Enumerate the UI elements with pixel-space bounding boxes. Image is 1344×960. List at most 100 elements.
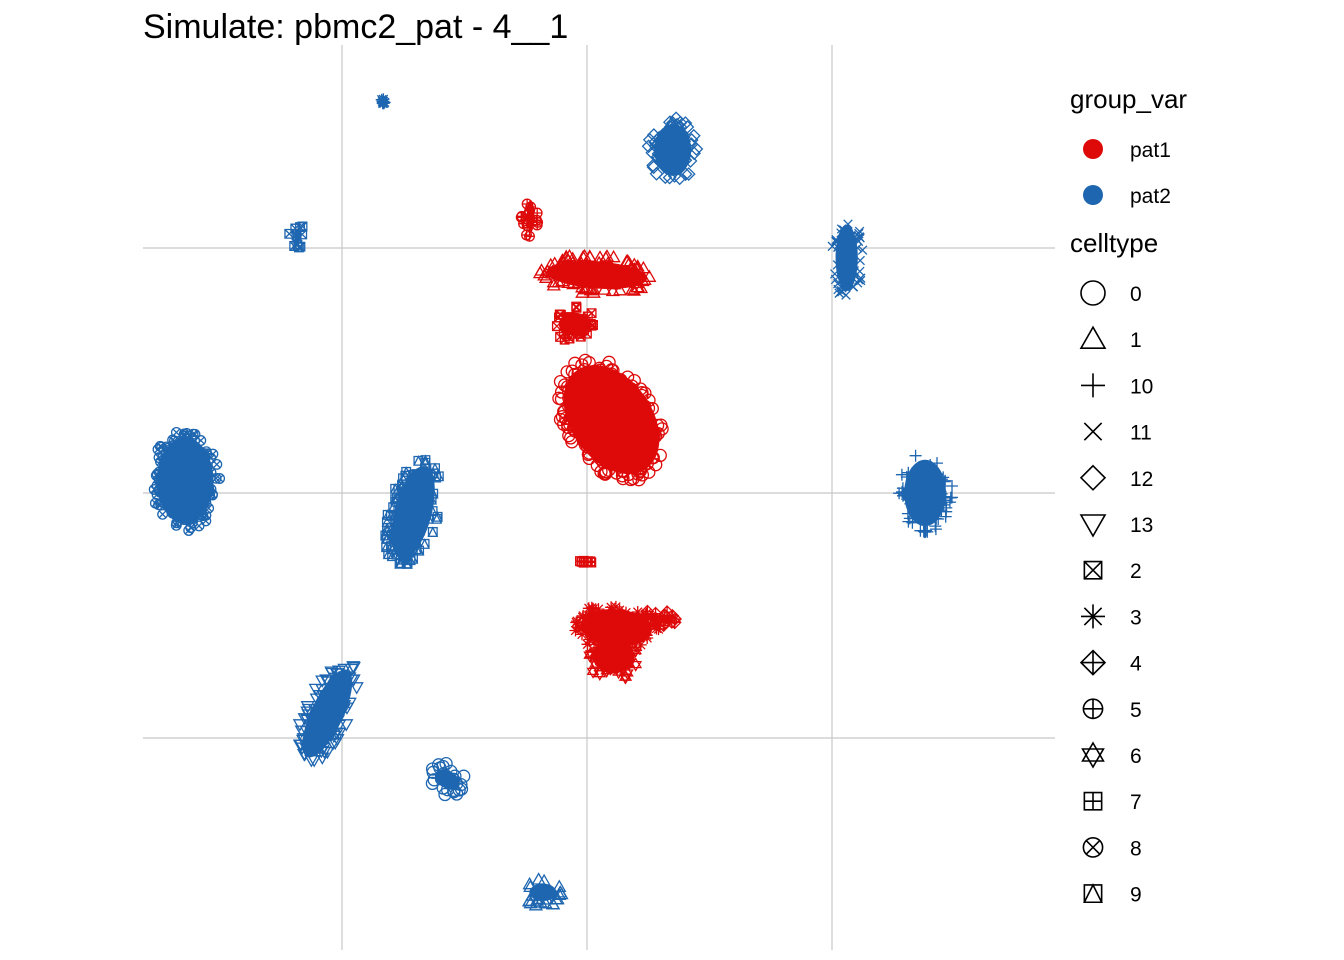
data-point bbox=[315, 752, 330, 765]
data-point bbox=[629, 391, 643, 406]
data-point bbox=[653, 448, 667, 463]
legend-key-circle-cross bbox=[1082, 837, 1104, 858]
data-point bbox=[594, 265, 609, 278]
data-point bbox=[586, 320, 597, 331]
legend-key-asterisk bbox=[1081, 604, 1105, 629]
data-point bbox=[403, 547, 414, 558]
data-point bbox=[597, 373, 611, 387]
data-point bbox=[592, 426, 606, 440]
data-point bbox=[581, 619, 594, 632]
data-point bbox=[349, 682, 364, 695]
data-point bbox=[436, 759, 450, 774]
data-point bbox=[390, 496, 401, 507]
data-point bbox=[620, 370, 635, 384]
data-point bbox=[189, 481, 201, 493]
chart-title: Simulate: pbmc2_pat - 4__1 bbox=[143, 8, 569, 46]
legend-label: 9 bbox=[1130, 884, 1142, 907]
data-point bbox=[427, 526, 439, 537]
data-point bbox=[663, 130, 678, 145]
data-point bbox=[595, 618, 608, 630]
legend-title: celltype bbox=[1070, 228, 1158, 258]
data-point bbox=[620, 606, 632, 619]
data-point bbox=[649, 458, 663, 472]
data-point bbox=[605, 275, 620, 288]
data-point bbox=[401, 529, 413, 541]
data-point bbox=[650, 149, 665, 164]
data-point bbox=[602, 631, 616, 647]
data-point bbox=[560, 380, 575, 394]
data-point bbox=[346, 674, 361, 687]
legend-key-triangle bbox=[1079, 325, 1107, 350]
data-point bbox=[552, 887, 567, 901]
data-point bbox=[670, 117, 685, 132]
data-point bbox=[678, 116, 693, 131]
data-point bbox=[855, 255, 865, 266]
data-point bbox=[686, 128, 701, 143]
cluster-pat2-celltype-8 bbox=[148, 427, 226, 536]
data-point bbox=[592, 382, 606, 396]
data-point bbox=[836, 274, 847, 285]
data-point bbox=[620, 648, 634, 663]
data-point bbox=[457, 769, 471, 783]
data-point bbox=[610, 661, 623, 677]
data-point bbox=[615, 387, 629, 402]
data-point bbox=[681, 167, 696, 182]
data-point bbox=[210, 472, 222, 484]
data-point bbox=[307, 755, 322, 768]
data-point bbox=[284, 228, 295, 239]
data-point bbox=[831, 234, 841, 245]
data-point bbox=[923, 460, 936, 473]
data-point bbox=[325, 694, 340, 707]
data-point bbox=[611, 427, 625, 441]
legend-label: 10 bbox=[1130, 375, 1153, 398]
data-point bbox=[576, 400, 591, 414]
data-point bbox=[588, 636, 601, 649]
cluster-pat1-celltype-5 bbox=[515, 198, 544, 242]
data-point bbox=[937, 498, 950, 511]
data-point bbox=[301, 709, 316, 722]
data-point bbox=[584, 260, 599, 273]
data-point bbox=[405, 554, 416, 566]
data-point bbox=[545, 896, 561, 910]
data-point bbox=[642, 393, 656, 407]
data-point bbox=[164, 463, 176, 475]
data-point bbox=[924, 479, 937, 492]
legend-label: 0 bbox=[1130, 283, 1142, 306]
data-point bbox=[906, 467, 919, 480]
data-point bbox=[648, 616, 663, 631]
data-point bbox=[576, 611, 589, 624]
data-point bbox=[616, 471, 630, 486]
data-point bbox=[170, 519, 182, 531]
data-point bbox=[600, 255, 616, 269]
data-point bbox=[346, 662, 361, 675]
data-point bbox=[518, 218, 529, 230]
data-point bbox=[655, 422, 669, 436]
data-point bbox=[672, 171, 687, 186]
data-point bbox=[625, 632, 638, 644]
data-point bbox=[553, 374, 568, 389]
cluster-pat2-celltype-2 bbox=[284, 221, 308, 253]
data-point bbox=[606, 620, 619, 633]
data-point bbox=[830, 269, 840, 279]
data-point bbox=[410, 468, 422, 480]
data-point bbox=[629, 612, 644, 627]
data-point bbox=[628, 434, 642, 449]
data-point bbox=[612, 607, 625, 620]
data-point bbox=[687, 146, 702, 161]
data-point bbox=[904, 497, 917, 510]
data-point bbox=[622, 656, 636, 671]
data-point bbox=[612, 282, 628, 296]
data-point bbox=[594, 464, 608, 479]
data-point bbox=[583, 282, 598, 296]
data-point bbox=[931, 457, 943, 470]
cluster-pat1-celltype-2 bbox=[551, 301, 598, 345]
legend-label: 13 bbox=[1130, 514, 1153, 537]
data-point bbox=[538, 270, 554, 283]
data-point bbox=[903, 486, 916, 499]
data-point bbox=[437, 767, 451, 781]
data-point bbox=[431, 758, 446, 772]
data-point bbox=[655, 128, 670, 142]
data-point bbox=[562, 248, 577, 262]
data-point bbox=[586, 308, 597, 319]
data-point bbox=[568, 424, 582, 438]
